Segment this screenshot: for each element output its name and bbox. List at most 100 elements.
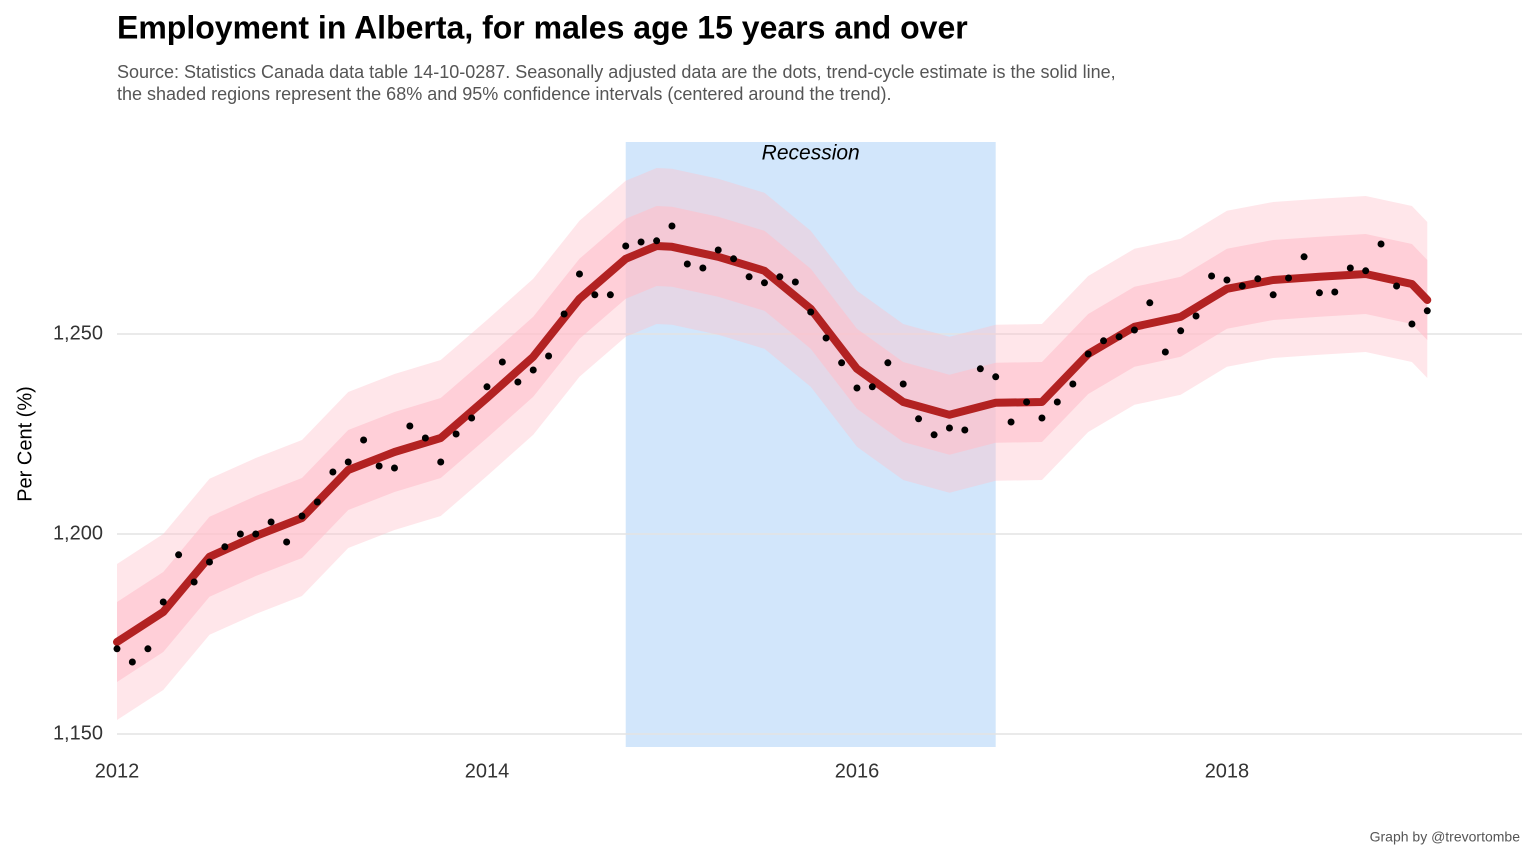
data-point [1023,398,1031,406]
data-point [1177,327,1185,335]
data-point [313,498,321,506]
data-point [961,426,969,434]
data-point [1346,264,1354,272]
data-point [468,414,476,422]
data-point [606,291,614,299]
data-point [421,434,429,442]
data-point [545,352,553,360]
data-point [1130,326,1138,334]
data-point [1423,307,1431,315]
data-point [159,598,167,606]
data-point [360,436,368,444]
y-tick-label: 1,200 [53,522,103,544]
data-point [930,431,938,439]
data-point [437,458,445,466]
data-point [1331,288,1339,296]
data-point [1300,253,1308,261]
data-point [1393,282,1401,290]
data-point [992,373,1000,381]
data-point [221,543,229,551]
caption: Graph by @trevortombe [1370,829,1521,845]
y-axis-label: Per Cent (%) [14,386,36,502]
data-point [406,422,414,430]
trend-line [113,242,1432,646]
data-point [1084,350,1092,358]
data-point [329,468,337,476]
data-point [683,260,691,268]
data-point [1223,276,1231,284]
data-point [236,530,244,538]
data-point [1408,320,1416,328]
data-point [822,334,830,342]
data-point [976,365,984,373]
data-point [637,238,645,246]
data-point [915,415,923,423]
data-point [1192,312,1200,320]
data-point [144,645,152,653]
data-point [113,645,121,653]
data-point [375,462,383,470]
data-point [791,278,799,286]
x-tick-label: 2014 [465,760,510,782]
data-point [1069,380,1077,388]
data-point [807,308,815,316]
y-tick-label: 1,250 [53,322,103,344]
data-point [714,246,722,254]
data-point [190,578,198,586]
data-point [298,512,306,520]
data-point [128,658,136,666]
data-point [1053,398,1061,406]
data-point [1285,274,1293,282]
data-point [252,530,260,538]
data-point [622,242,630,250]
data-point [390,464,398,472]
data-point [899,380,907,388]
data-point [283,538,291,546]
data-point [452,430,460,438]
data-point [1254,275,1262,283]
data-point [838,359,846,367]
data-point [699,264,707,272]
data-point [1038,414,1046,422]
plot-area: Recession [113,142,1522,747]
data-point [483,383,491,391]
x-tick-label: 2016 [835,760,880,782]
data-point [1208,272,1216,280]
data-point [853,384,861,392]
data-point [514,378,522,386]
confidence-band [117,168,1428,720]
y-tick-label: 1,150 [53,722,103,744]
data-point [591,291,599,299]
data-point [498,358,506,366]
data-point [1377,240,1385,248]
data-point [653,237,661,245]
data-point [1269,291,1277,299]
data-point [760,279,768,287]
data-point [529,366,537,374]
data-point [1161,348,1169,356]
chart-subtitle: Source: Statistics Canada data table 14-… [117,62,1116,82]
data-point [1238,282,1246,290]
data-point [668,222,676,230]
data-point [868,383,876,391]
data-point [745,273,753,281]
data-point [560,310,568,318]
data-point [1146,299,1154,307]
data-point [344,458,352,466]
data-point [945,424,953,432]
data-point [267,518,275,526]
data-point [1007,418,1015,426]
data-point [1362,267,1370,275]
chart-title: Employment in Alberta, for males age 15 … [117,9,968,45]
data-point [884,359,892,367]
data-point [205,558,213,566]
recession-label: Recession [762,142,860,165]
data-point [1315,289,1323,297]
data-point [175,551,183,559]
data-point [776,273,784,281]
x-tick-label: 2018 [1205,760,1250,782]
data-point [575,270,583,278]
confidence-band [117,206,1428,682]
chart-subtitle: the shaded regions represent the 68% and… [117,84,892,104]
